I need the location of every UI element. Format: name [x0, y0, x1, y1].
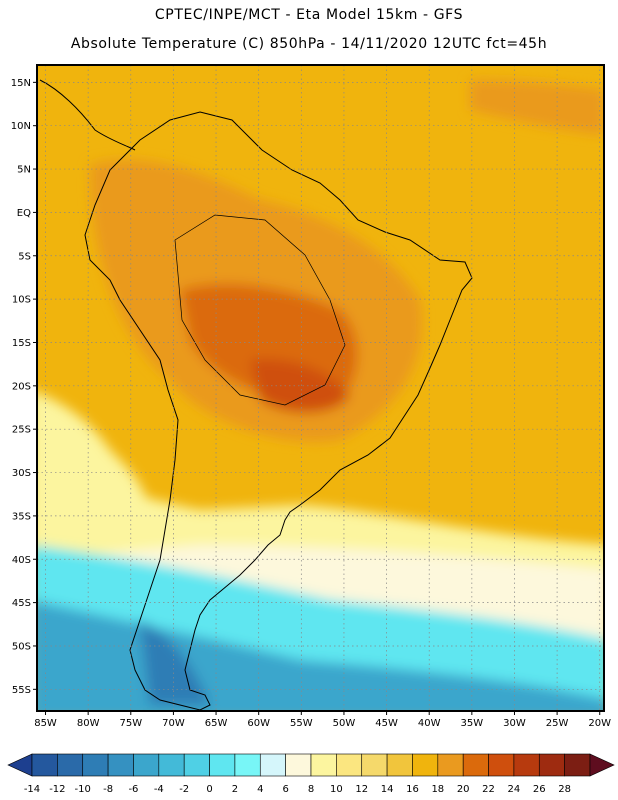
- legend-value: -12: [49, 784, 65, 795]
- lon-label: 75W: [119, 718, 142, 729]
- legend-swatch: [437, 753, 464, 777]
- legend-low-arrow: [7, 753, 33, 777]
- lon-label: 45W: [375, 718, 398, 729]
- map-subtitle: Absolute Temperature (C) 850hPa - 14/11/…: [70, 36, 548, 52]
- legend-value: -2: [179, 784, 189, 795]
- legend-swatch: [513, 753, 540, 777]
- lon-label: 35W: [461, 718, 484, 729]
- legend-value: -14: [24, 784, 40, 795]
- lat-label: 30S: [12, 468, 31, 479]
- latitude-labels: 15N 10N 5N EQ 5S 10S 15S 20S 25S 30S 35S 40S 45S 50S 5…: [11, 78, 37, 696]
- lon-label: 20W: [588, 718, 611, 729]
- country-borders: [174, 214, 346, 406]
- legend-value: 18: [431, 784, 444, 795]
- lon-label: 55W: [290, 718, 313, 729]
- legend-value: 16: [406, 784, 419, 795]
- legend-value: -8: [103, 784, 113, 795]
- map-title: CPTEC/INPE/MCT - Eta Model 15km - GFS: [154, 7, 464, 23]
- legend-swatch: [310, 753, 337, 777]
- field-hottest: [250, 359, 350, 413]
- legend-swatch: [183, 753, 210, 777]
- legend-swatch: [82, 753, 109, 777]
- field-yellow: [37, 471, 604, 570]
- lon-label: 50W: [333, 718, 356, 729]
- legend-value: 12: [355, 784, 368, 795]
- field-atlantic-warm: [470, 80, 604, 135]
- lat-label: 20S: [12, 381, 31, 392]
- legend-value: 4: [257, 784, 263, 795]
- legend-swatch: [538, 753, 565, 777]
- lon-label: 60W: [247, 718, 270, 729]
- legend-value: 8: [308, 784, 314, 795]
- legend-value: 22: [482, 784, 495, 795]
- lat-label: 55S: [12, 685, 31, 696]
- lat-label: 15S: [12, 338, 31, 349]
- lat-label: 40S: [12, 555, 31, 566]
- legend-value: 28: [558, 784, 571, 795]
- legend-swatch: [336, 753, 363, 777]
- field-west-yellow: [37, 392, 150, 530]
- color-legend: [7, 753, 615, 777]
- legend-value: 24: [508, 784, 521, 795]
- legend-value: -4: [154, 784, 164, 795]
- map-frame: [36, 64, 605, 712]
- field-south-blue: [140, 620, 210, 705]
- lat-label: 35S: [12, 511, 31, 522]
- legend-value: 26: [533, 784, 546, 795]
- legend-high-arrow: [589, 753, 615, 777]
- central-america-coast: [39, 79, 136, 151]
- lat-label: 5S: [18, 251, 31, 262]
- legend-value: -10: [75, 784, 91, 795]
- legend-swatch: [361, 753, 388, 777]
- lat-label: 10S: [12, 295, 31, 306]
- legend-swatch: [488, 753, 515, 777]
- legend-swatch: [285, 753, 312, 777]
- lon-label: 40W: [418, 718, 441, 729]
- lon-label: 25W: [546, 718, 569, 729]
- legend-swatch: [412, 753, 439, 777]
- legend-value: 6: [282, 784, 288, 795]
- lat-label: 45S: [12, 598, 31, 609]
- lon-label: 85W: [34, 718, 57, 729]
- legend-swatch: [564, 753, 591, 777]
- lat-label: 50S: [12, 641, 31, 652]
- temperature-field: [37, 65, 604, 711]
- legend-swatch: [57, 753, 84, 777]
- longitude-labels: 85W 80W 75W 70W 65W 60W 55W 50W 45W 40W 35W 30W 25W 2…: [34, 711, 611, 729]
- legend-swatch: [462, 753, 489, 777]
- legend-swatch: [133, 753, 160, 777]
- legend-value: 0: [206, 784, 212, 795]
- legend-swatch: [158, 753, 185, 777]
- legend-swatch: [209, 753, 236, 777]
- south-america-coast: [84, 111, 473, 711]
- legend-swatch: [386, 753, 413, 777]
- legend-value: 2: [232, 784, 238, 795]
- lon-label: 70W: [162, 718, 185, 729]
- lat-label: 10N: [11, 121, 31, 132]
- lat-label: 5N: [17, 165, 31, 176]
- legend-value: 20: [457, 784, 470, 795]
- lon-label: 65W: [205, 718, 228, 729]
- legend-value: -6: [128, 784, 138, 795]
- legend-swatch: [259, 753, 286, 777]
- dotted-gridlines: [37, 65, 604, 711]
- lon-label: 30W: [503, 718, 526, 729]
- lat-label: EQ: [17, 208, 31, 219]
- legend-swatch: [107, 753, 134, 777]
- legend-value: 10: [330, 784, 343, 795]
- legend-values: -14 -12 -10 -8 -6 -4 -2 0 2 4 6 8 10 12 14 16 18 20 22 24 26…: [24, 784, 571, 795]
- legend-swatch: [31, 753, 58, 777]
- lat-label: 25S: [12, 425, 31, 436]
- lat-label: 15N: [11, 78, 31, 89]
- lon-label: 80W: [77, 718, 100, 729]
- legend-value: 14: [381, 784, 394, 795]
- legend-swatch: [234, 753, 261, 777]
- coastlines: [39, 79, 473, 711]
